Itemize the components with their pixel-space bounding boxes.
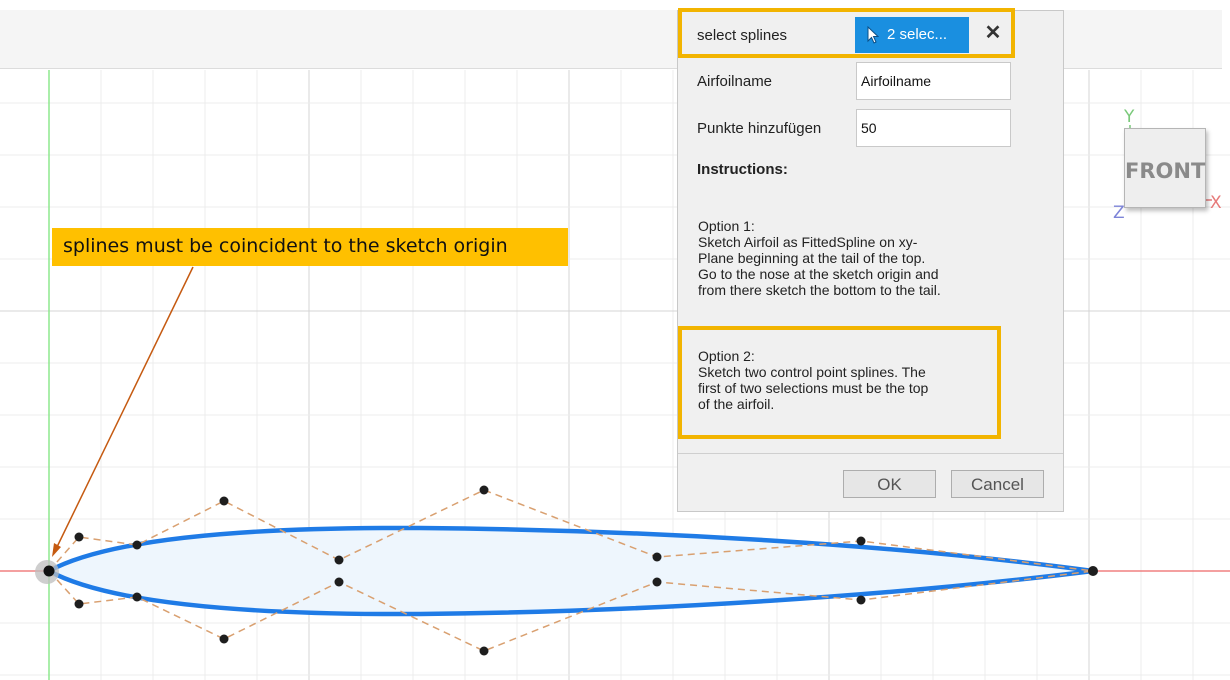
- add-points-label: Punkte hinzufügen: [697, 120, 822, 137]
- control-points[interactable]: [74, 485, 1099, 656]
- cancel-button[interactable]: Cancel: [951, 470, 1044, 498]
- select-splines-button[interactable]: 2 selec...: [855, 17, 969, 53]
- control-point: [219, 496, 229, 506]
- airfoil-name-label: Airfoilname: [697, 73, 773, 90]
- control-point: [479, 646, 489, 656]
- control-point: [652, 577, 662, 587]
- pointer-cursor-icon: [867, 26, 879, 44]
- control-point: [74, 599, 84, 609]
- control-point: [74, 532, 84, 542]
- ok-button[interactable]: OK: [843, 470, 936, 498]
- control-point: [132, 592, 142, 602]
- airfoil-profile[interactable]: [47, 525, 1094, 617]
- airfoil-name-input[interactable]: Airfoilname: [856, 62, 1011, 100]
- selection-count: 2 selec...: [887, 26, 948, 43]
- add-points-input[interactable]: 50: [856, 109, 1011, 147]
- airfoil-dialog: select splines 2 selec... ✕ Airfoilname …: [677, 10, 1064, 512]
- coincidence-callout: splines must be coincident to the sketch…: [52, 228, 568, 266]
- instructions-title: Instructions:: [697, 161, 788, 178]
- select-splines-label: select splines: [697, 27, 788, 44]
- select-row-highlight: [678, 8, 1015, 58]
- control-point: [219, 634, 229, 644]
- viewcube-label: FRONT: [1125, 159, 1206, 183]
- x-axis-letter: X: [1210, 193, 1222, 213]
- airfoil-fill: [49, 527, 1093, 615]
- y-axis-letter: Y: [1124, 107, 1135, 127]
- control-point: [856, 536, 866, 546]
- airfoil-bottom-spline[interactable]: [47, 568, 1094, 617]
- option2-highlight: [678, 326, 1001, 439]
- control-point: [856, 595, 866, 605]
- control-point: [479, 485, 489, 495]
- z-axis-letter: Z: [1113, 203, 1125, 223]
- option1-text: Option 1: Sketch Airfoil as FittedSpline…: [698, 218, 941, 298]
- callout-arrow-line: [55, 266, 194, 550]
- dialog-separator: [678, 453, 1063, 454]
- callout-arrowhead: [52, 543, 61, 557]
- option2-text: Option 2: Sketch two control point splin…: [698, 348, 929, 412]
- control-point: [132, 540, 142, 550]
- sketch-origin-point[interactable]: [43, 565, 55, 577]
- airfoil-top-spline[interactable]: [47, 525, 1094, 574]
- trailing-edge-point: [1088, 566, 1098, 576]
- clear-selection-icon[interactable]: ✕: [984, 22, 1002, 44]
- viewcube-front-face[interactable]: FRONT: [1124, 128, 1206, 208]
- control-point: [652, 552, 662, 562]
- control-point: [334, 555, 344, 565]
- control-point: [334, 577, 344, 587]
